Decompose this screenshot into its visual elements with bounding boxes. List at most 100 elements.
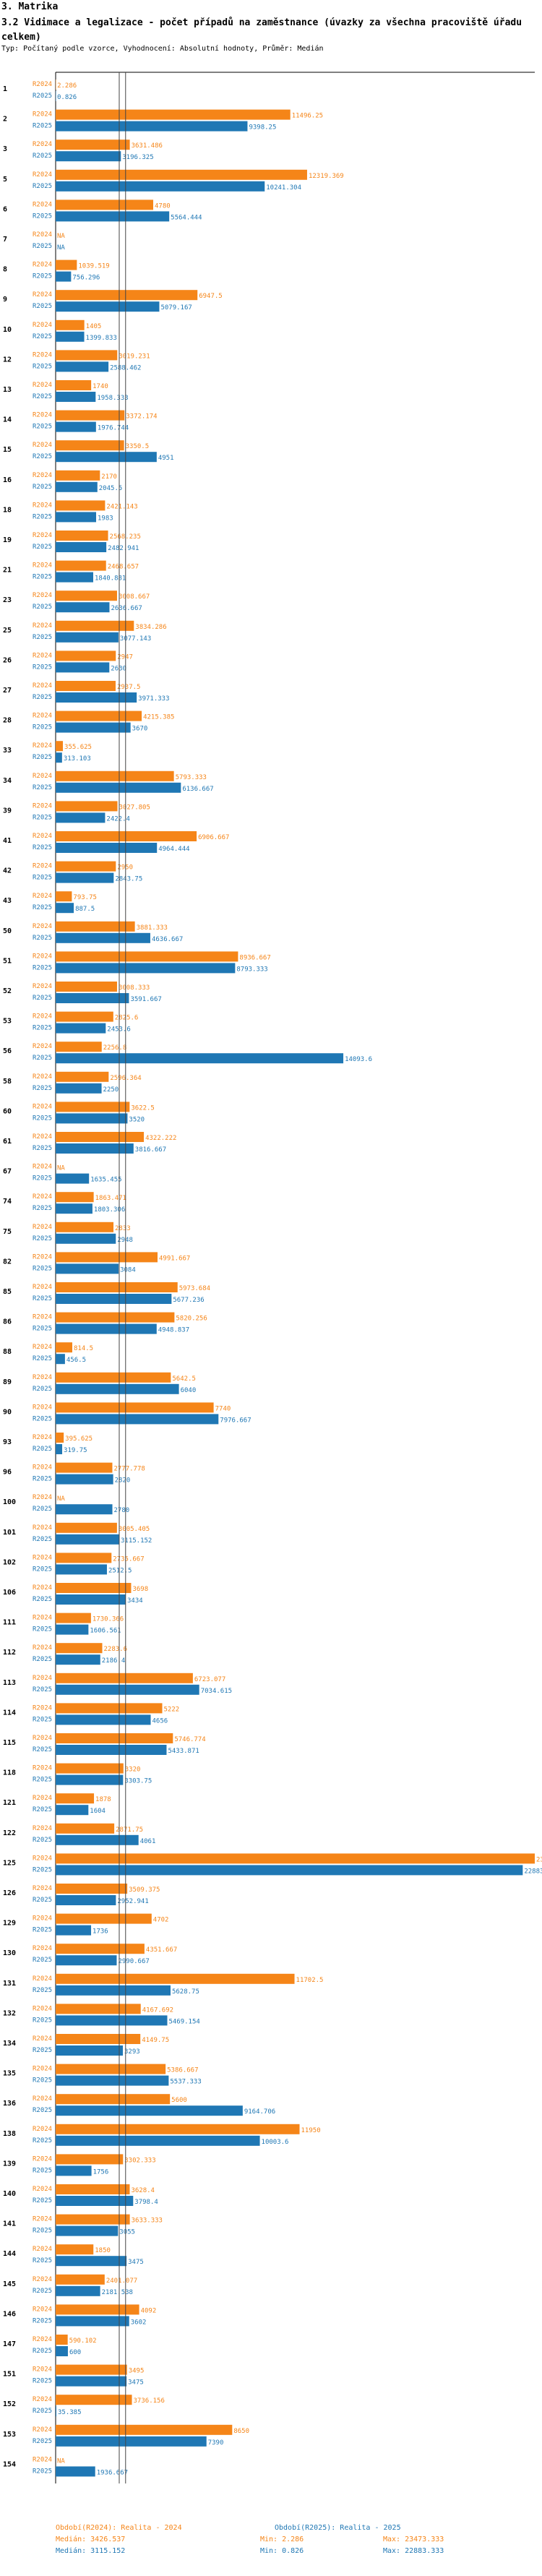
bar-r2025 [56, 271, 72, 282]
bar-r2025 [56, 331, 85, 342]
group-label: 67 [3, 1168, 12, 1176]
value-label-r2024: 3320 [125, 1766, 141, 1774]
value-label-r2024: 3372.174 [126, 413, 157, 421]
group-label: 112 [3, 1649, 16, 1657]
series-tag-r2025: R2025 [33, 2317, 52, 2324]
max-r2024: Max: 23473.333 [383, 2536, 444, 2543]
series-tag-r2024: R2024 [33, 1374, 52, 1381]
group-label: 96 [3, 1469, 12, 1477]
bar-r2025 [56, 1504, 113, 1515]
group-label: 1 [3, 85, 7, 93]
value-label-r2025: 2482.941 [108, 545, 139, 552]
series-tag-r2024: R2024 [33, 262, 52, 269]
value-label-r2025: 2422.4 [106, 815, 130, 823]
value-label-r2024: 3881.333 [137, 924, 168, 932]
legend-r2024: Období(R2024): Realita - 2024 [56, 2524, 182, 2532]
series-tag-r2024: R2024 [33, 682, 52, 690]
min-r2024: Min: 2.286 [260, 2536, 304, 2543]
group-label: 121 [3, 1799, 16, 1807]
bar-r2025 [56, 1985, 171, 1996]
value-label-r2024: 4149.75 [142, 2037, 169, 2044]
value-label-r2025: 10003.6 [262, 2139, 289, 2146]
value-label-r2024: 3509.375 [129, 1886, 160, 1894]
min-r2025: Min: 0.826 [260, 2547, 304, 2555]
group-label: 126 [3, 1889, 16, 1897]
value-label-r2025: 3670 [132, 726, 148, 733]
group-label: 58 [3, 1078, 12, 1086]
series-tag-r2024: R2024 [33, 2456, 52, 2463]
series-tag-r2025: R2025 [33, 2137, 52, 2144]
bar-r2025 [56, 2196, 134, 2206]
series-tag-r2024: R2024 [33, 742, 52, 750]
bar-r2024 [56, 2335, 68, 2345]
bar-r2024 [56, 1823, 115, 1834]
series-tag-r2025: R2025 [33, 1897, 52, 1904]
value-label-r2024: 2568.235 [110, 533, 141, 541]
bar-r2024 [56, 710, 142, 721]
group-label: 75 [3, 1228, 12, 1236]
bar-r2024 [56, 1913, 152, 1924]
series-tag-r2025: R2025 [33, 544, 52, 551]
bar-r2024 [56, 741, 64, 752]
series-tag-r2024: R2024 [33, 1043, 52, 1050]
series-tag-r2024: R2024 [33, 532, 52, 539]
group-label: 146 [3, 2310, 16, 2318]
series-tag-r2024: R2024 [33, 502, 52, 509]
bar-r2024 [56, 1222, 114, 1232]
bar-r2025 [56, 662, 110, 673]
bar-r2025 [56, 903, 74, 914]
bar-r2025 [56, 2285, 100, 2296]
bar-r2024 [56, 1703, 163, 1714]
chart-subtitle: Typ: Počítaný podle vzorce, Vyhodnocení:… [1, 45, 324, 53]
series-tag-r2024: R2024 [33, 1855, 52, 1862]
bar-r2025 [56, 2105, 243, 2116]
bar-r2024 [56, 470, 100, 481]
value-label-r2024: 1850 [95, 2247, 111, 2254]
series-tag-r2024: R2024 [33, 1765, 52, 1772]
value-label-r2025: 4656 [152, 1717, 168, 1725]
group-label: 8 [3, 266, 7, 274]
value-label-r2024: 6723.077 [194, 1676, 225, 1683]
group-label: 43 [3, 897, 12, 905]
bar-r2024 [56, 591, 117, 601]
bar-r2024 [56, 1884, 128, 1894]
bar-r2024 [56, 1583, 132, 1593]
value-label-r2024: 355.625 [64, 744, 92, 751]
series-tag-r2024: R2024 [33, 1675, 52, 1682]
group-label: 18 [3, 506, 12, 514]
value-label-r2025: 1958.333 [97, 395, 128, 402]
bar-r2025 [56, 1624, 89, 1635]
bar-r2025 [56, 542, 107, 552]
value-label-r2025: 6040 [181, 1387, 197, 1394]
bar-r2024 [56, 319, 85, 330]
series-tag-r2024: R2024 [33, 2216, 52, 2223]
group-label: 61 [3, 1138, 12, 1146]
group-label: 131 [3, 1980, 16, 1988]
value-label-r2025: 3816.667 [135, 1146, 166, 1154]
value-label-r2025: 1756 [93, 2168, 109, 2176]
value-label-r2025: 1803.306 [94, 1206, 125, 1214]
bar-r2024 [56, 620, 134, 631]
value-label-r2024: 3019.231 [119, 353, 150, 360]
value-label-r2024: 6906.667 [198, 834, 229, 841]
value-label-r2025: 2948 [117, 1237, 133, 1244]
group-label: 3 [3, 145, 7, 153]
bar-r2024 [56, 1793, 95, 1804]
group-label: 100 [3, 1498, 16, 1506]
bar-r2025 [56, 1955, 117, 1966]
series-tag-r2024: R2024 [33, 1885, 52, 1892]
value-label-r2025: 3293 [124, 2048, 140, 2056]
bar-r2025 [56, 151, 121, 162]
bar-r2025 [56, 1774, 124, 1785]
value-label-r2025: 3475 [128, 2379, 144, 2387]
value-label-r2024: NA [57, 1165, 65, 1172]
bar-r2024 [56, 1372, 171, 1383]
series-tag-r2024: R2024 [33, 1253, 52, 1261]
series-tag-r2024: R2024 [33, 351, 52, 359]
bar-r2024 [56, 1522, 117, 1533]
series-tag-r2024: R2024 [33, 1344, 52, 1351]
group-label: 106 [3, 1589, 16, 1597]
series-tag-r2024: R2024 [33, 863, 52, 870]
group-label: 14 [3, 416, 12, 424]
value-label-r2025: 2045.5 [99, 485, 123, 492]
